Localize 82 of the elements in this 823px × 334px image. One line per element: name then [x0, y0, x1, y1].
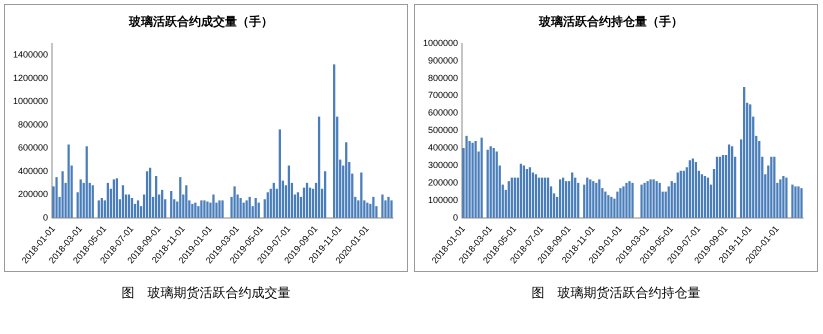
bar	[366, 202, 368, 218]
bar	[185, 185, 188, 218]
bar	[266, 192, 269, 218]
y-tick-label: 1000000	[12, 96, 48, 106]
y-tick-label: 1000000	[422, 38, 458, 48]
bar	[248, 196, 251, 218]
bar	[688, 160, 691, 218]
bar	[194, 202, 196, 218]
y-tick-label: 800000	[428, 72, 458, 83]
y-tick-label: 200000	[18, 189, 48, 200]
bar	[239, 198, 242, 218]
y-tick-label: 0	[43, 212, 48, 222]
bar	[278, 129, 281, 218]
bar	[480, 138, 483, 218]
y-tick-label: 0	[453, 212, 458, 222]
bar	[345, 142, 348, 218]
bar	[170, 191, 172, 218]
bar	[92, 185, 94, 218]
bar	[68, 144, 70, 218]
bar	[98, 200, 100, 218]
y-tick-label: 1200000	[12, 72, 48, 83]
bar	[607, 195, 610, 218]
chart-title: 玻璃活跃合约成交量（手）	[128, 14, 273, 29]
bar	[773, 156, 776, 218]
y-tick-label: 300000	[428, 160, 458, 170]
bar	[595, 182, 598, 218]
y-tick-label: 1400000	[12, 50, 48, 60]
bar	[492, 148, 495, 218]
bar	[589, 179, 592, 218]
bar	[106, 182, 109, 218]
y-tick-label: 800000	[18, 119, 48, 130]
bar	[598, 179, 600, 218]
bar	[100, 198, 103, 218]
bar	[670, 181, 673, 218]
bar	[676, 172, 679, 218]
bar	[508, 181, 510, 218]
y-tick-label: 700000	[428, 90, 458, 100]
bar	[604, 192, 606, 218]
bar	[652, 179, 655, 218]
text: 图 玻璃期货活跃合约持仓量	[530, 284, 702, 302]
bar	[749, 104, 752, 218]
bar	[649, 179, 652, 218]
bar	[779, 179, 782, 218]
bar	[656, 181, 658, 218]
bar	[179, 177, 182, 218]
text: 图 玻璃期货活跃合约成交量	[120, 284, 292, 302]
bar	[692, 158, 694, 218]
bar	[246, 200, 248, 218]
bar	[486, 150, 489, 218]
y-tick-label: 600000	[18, 142, 48, 153]
y-tick-label: 100000	[428, 194, 458, 205]
bar	[333, 64, 336, 218]
bar	[565, 181, 568, 218]
bar	[86, 146, 88, 218]
bar	[161, 190, 164, 218]
bar	[272, 182, 275, 218]
y-tick-label: 500000	[428, 125, 458, 136]
bar	[360, 172, 362, 218]
bar	[562, 178, 564, 218]
bar	[514, 178, 516, 218]
chart-title: 玻璃活跃合约持仓量（手）	[538, 14, 683, 29]
bar	[743, 87, 746, 218]
y-tick-label: 600000	[428, 108, 458, 118]
bar	[770, 156, 772, 218]
y-tick-label: 900000	[428, 55, 458, 66]
bar	[254, 198, 257, 218]
bar	[80, 179, 82, 218]
y-tick-label: 200000	[428, 177, 458, 188]
bar	[571, 172, 574, 218]
bar	[155, 176, 158, 218]
y-tick-label: 400000	[428, 142, 458, 153]
bar	[191, 204, 194, 218]
bar	[490, 146, 492, 218]
bar	[592, 181, 594, 218]
bar	[510, 178, 513, 218]
bar	[496, 152, 498, 218]
bar	[680, 170, 682, 218]
bar	[682, 170, 685, 218]
bar	[586, 178, 588, 218]
y-tick-label: 400000	[18, 166, 48, 176]
bar	[658, 182, 661, 218]
bar	[520, 164, 522, 218]
